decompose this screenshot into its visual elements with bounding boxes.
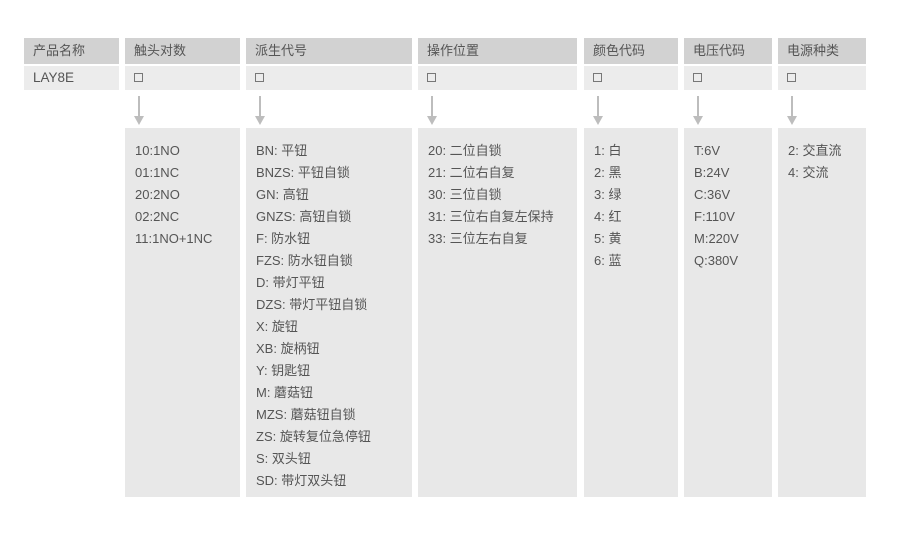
placeholder-square-icon [693,73,702,83]
code-placeholder-cell [246,66,412,90]
placeholder-square-icon [134,73,143,83]
code-placeholder-cell [418,66,577,90]
option-item: GNZS: 高钮自锁 [256,209,352,224]
option-item: 30: 三位自锁 [428,187,502,202]
arrow-head [787,116,797,125]
down-arrow-icon [786,96,797,126]
option-item: GN: 高钮 [256,187,309,202]
option-item: D: 带灯平钮 [256,275,325,290]
option-item: 31: 三位右自复左保持 [428,209,554,224]
option-item: 1: 白 [594,143,622,158]
option-item: F:110V [694,209,735,224]
option-item: ZS: 旋转复位急停钮 [256,429,371,444]
option-list: 20: 二位自锁 21: 二位右自复 30: 三位自锁 31: 三位右自复左保持 33:… [418,128,577,497]
column-header: 电压代码 [684,38,772,64]
code-column-3: 派生代号 BN: 平钮 BNZS: 平钮自锁 GN: 高钮 GNZS: 高钮自锁 F: 防… [246,0,412,537]
option-list: 2: 交直流 4: 交流 [778,128,866,497]
option-item: FZS: 防水钮自锁 [256,253,353,268]
code-placeholder-cell [584,66,678,90]
option-item: S: 双头钮 [256,451,311,466]
option-item: 20:2NO [135,187,180,202]
code-placeholder-cell [778,66,866,90]
option-item: 2: 交直流 [788,143,842,158]
arrow-shaft [259,96,261,118]
arrow-shaft [791,96,793,118]
column-header: 颜色代码 [584,38,678,64]
arrow-shaft [597,96,599,118]
column-header: 电源种类 [778,38,866,64]
column-header: 产品名称 [24,38,119,64]
down-arrow-icon [426,96,437,126]
option-item: 10:1NO [135,143,180,158]
arrow-head [134,116,144,125]
option-item: C:36V [694,187,731,202]
option-list: BN: 平钮 BNZS: 平钮自锁 GN: 高钮 GNZS: 高钮自锁 F: 防水钮 FZ… [246,128,412,497]
code-column-5: 颜色代码 1: 白 2: 黑 3: 绿 4: 红 5: 黄 6: 蓝 [584,0,678,537]
option-item: 4: 红 [594,209,622,224]
option-item: MZS: 蘑菇钮自锁 [256,407,356,422]
arrow-head [427,116,437,125]
code-column-1: 产品名称 LAY8E [24,0,119,537]
code-column-6: 电压代码 T:6V B:24V C:36V F:110V M:220V Q:380V [684,0,772,537]
option-item: BN: 平钮 [256,143,308,158]
option-item: 4: 交流 [788,165,829,180]
option-item: Q:380V [694,253,739,268]
option-item: 21: 二位右自复 [428,165,515,180]
option-item: 2: 黑 [594,165,622,180]
option-item: DZS: 带灯平钮自锁 [256,297,368,312]
column-header: 操作位置 [418,38,577,64]
option-item: XB: 旋柄钮 [256,341,320,356]
option-item: Y: 钥匙钮 [256,363,311,378]
option-item: SD: 带灯双头钮 [256,473,347,488]
option-list: 10:1NO 01:1NC 20:2NO 02:2NC 11:1NO+1NC [125,128,240,497]
arrow-head [693,116,703,125]
option-item: 02:2NC [135,209,180,224]
down-arrow-icon [254,96,265,126]
down-arrow-icon [692,96,703,126]
option-item: T:6V [694,143,721,158]
option-item: 11:1NO+1NC [135,231,213,246]
option-item: 01:1NC [135,165,180,180]
code-column-2: 触头对数 10:1NO 01:1NC 20:2NO 02:2NC 11:1NO+1NC [125,0,240,537]
option-item: M: 蘑菇钮 [256,385,314,400]
option-item: 5: 黄 [594,231,622,246]
option-item: BNZS: 平钮自锁 [256,165,350,180]
down-arrow-icon [133,96,144,126]
arrow-shaft [138,96,140,118]
code-placeholder-cell [125,66,240,90]
placeholder-square-icon [255,73,264,83]
option-item: 6: 蓝 [594,253,622,268]
arrow-shaft [431,96,433,118]
column-header: 触头对数 [125,38,240,64]
option-item: 3: 绿 [594,187,622,202]
option-item: X: 旋钮 [256,319,298,334]
option-item: 20: 二位自锁 [428,143,502,158]
placeholder-square-icon [593,73,602,83]
option-item: B:24V [694,165,730,180]
model-code-cell: LAY8E [24,66,119,90]
option-item: F: 防水钮 [256,231,311,246]
code-column-4: 操作位置 20: 二位自锁 21: 二位右自复 30: 三位自锁 31: 三位右自复左保… [418,0,577,537]
arrow-head [255,116,265,125]
option-item: M:220V [694,231,739,246]
arrow-shaft [697,96,699,118]
down-arrow-icon [592,96,603,126]
option-list: 1: 白 2: 黑 3: 绿 4: 红 5: 黄 6: 蓝 [584,128,678,497]
code-placeholder-cell [684,66,772,90]
placeholder-square-icon [427,73,436,83]
code-column-7: 电源种类 2: 交直流 4: 交流 [778,0,866,537]
option-item: 33: 三位左右自复 [428,231,528,246]
placeholder-square-icon [787,73,796,83]
column-header: 派生代号 [246,38,412,64]
arrow-head [593,116,603,125]
option-list: T:6V B:24V C:36V F:110V M:220V Q:380V [684,128,772,497]
